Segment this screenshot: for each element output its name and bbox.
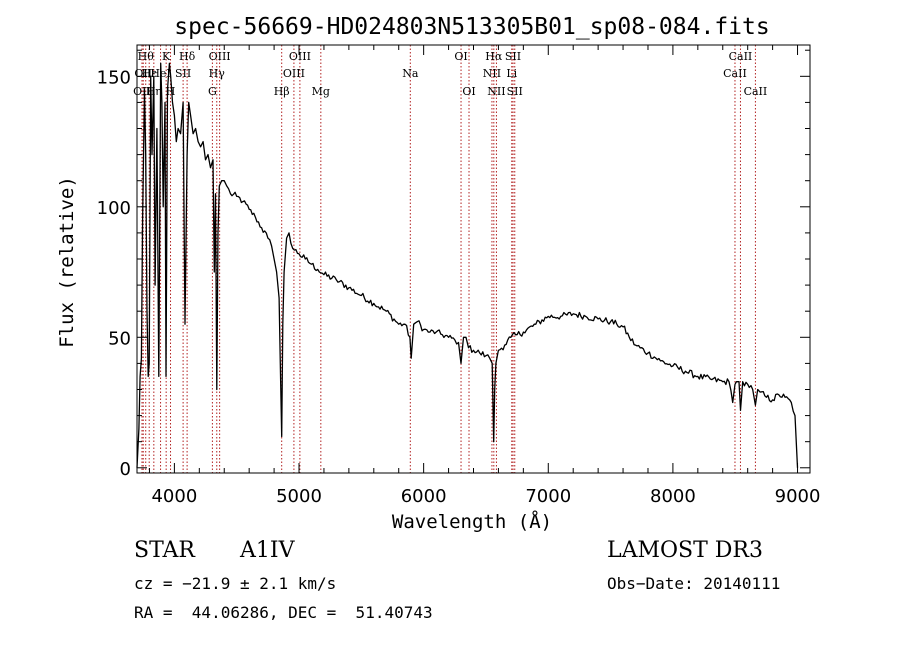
line-marker-label: SII bbox=[505, 50, 521, 63]
y-axis: 0 50 100 150 bbox=[97, 49, 810, 480]
x-tick-label: 8000 bbox=[650, 486, 696, 507]
line-marker-label: CaII bbox=[723, 67, 747, 80]
line-marker-label: G bbox=[208, 85, 217, 98]
line-marker-label: OI bbox=[454, 50, 467, 63]
survey-name: LAMOST DR3 bbox=[607, 538, 763, 563]
line-marker-label: Hβ bbox=[274, 85, 290, 98]
x-tick-label: 9000 bbox=[775, 486, 821, 507]
y-tick-label: 0 bbox=[120, 459, 131, 480]
x-tick-label: 7000 bbox=[525, 486, 571, 507]
y-tick-label: 150 bbox=[97, 67, 131, 88]
line-marker-label: CaII bbox=[744, 85, 768, 98]
line-marker-label: Hδ bbox=[179, 50, 196, 63]
spectral-class: A1IV bbox=[240, 538, 295, 563]
x-tick-label: 4000 bbox=[151, 486, 197, 507]
line-marker-label: SII bbox=[507, 85, 523, 98]
line-marker-label: NII bbox=[483, 67, 501, 80]
object-type: STAR bbox=[134, 538, 195, 563]
x-axis: 4000 5000 6000 7000 8000 9000 bbox=[148, 45, 821, 507]
line-marker-label: Hθ bbox=[138, 50, 155, 63]
spectrum-line bbox=[136, 62, 799, 468]
line-marker-label: OIII bbox=[283, 67, 305, 80]
line-marker-label: OII bbox=[133, 85, 151, 98]
y-tick-label: 50 bbox=[108, 328, 131, 349]
chart-title: spec-56669-HD024803N513305B01_sp08-084.f… bbox=[174, 14, 769, 40]
line-marker-label: Hγ bbox=[209, 67, 226, 80]
x-tick-label: 5000 bbox=[276, 486, 322, 507]
x-tick-label: 6000 bbox=[401, 486, 447, 507]
spectral-line-markers bbox=[141, 45, 756, 473]
line-marker-label: SII bbox=[175, 67, 191, 80]
line-marker-label: OIII bbox=[209, 50, 231, 63]
obs-date: Obs−Date: 20140111 bbox=[607, 574, 781, 593]
coordinates: RA = 44.06286, DEC = 51.40743 bbox=[134, 603, 433, 622]
x-axis-label: Wavelength (Å) bbox=[392, 510, 552, 533]
line-marker-label: Mg bbox=[312, 85, 330, 98]
line-marker-label: Hα bbox=[485, 50, 503, 63]
line-marker-label: Li bbox=[506, 67, 517, 80]
line-marker-label: OIII bbox=[289, 50, 311, 63]
line-marker-label: K bbox=[162, 50, 171, 63]
line-marker-label: H bbox=[166, 85, 176, 98]
y-axis-label: Flux (relative) bbox=[56, 176, 78, 348]
plot-frame bbox=[136, 44, 811, 474]
line-marker-label: Na bbox=[402, 67, 419, 80]
line-marker-label: OI bbox=[462, 85, 475, 98]
line-marker-label: CaII bbox=[729, 50, 753, 63]
line-marker-label: NII bbox=[487, 85, 505, 98]
y-tick-label: 100 bbox=[97, 198, 131, 219]
redshift-cz: cz = −21.9 ± 2.1 km/s bbox=[134, 574, 337, 593]
